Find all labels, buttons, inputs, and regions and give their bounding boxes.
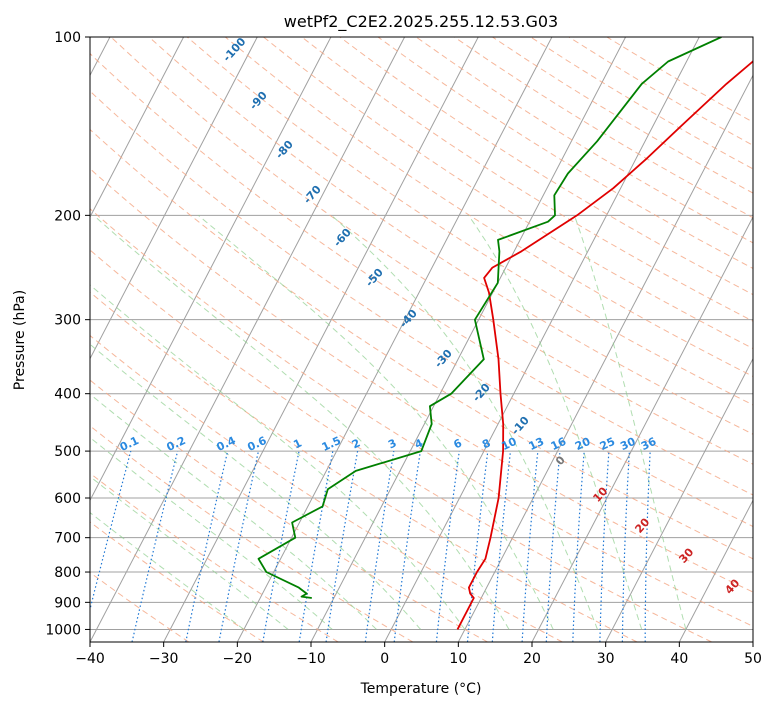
isotherm-line [384,37,700,642]
moist-adiabat-line [90,436,333,630]
dewpoint-profile-line [257,37,722,599]
temperature-profile-line [456,59,753,630]
dry-adiabat-line [90,291,638,642]
dry-adiabat-line [90,52,753,496]
dry-adiabat-line [90,168,753,593]
isotherm-line [90,37,185,219]
mixing-ratio-line [90,450,132,612]
dry-adiabat-line [301,37,753,322]
sounding-series [257,37,753,630]
y-axis-title: Pressure (hPa) [12,290,28,390]
moist-adiabat-line [331,214,598,630]
moist-adiabat-line [573,215,687,630]
moist-adiabat-line [90,343,422,630]
isotherm-line [163,37,479,642]
mixing-ratio-line [491,451,512,642]
dry-adiabat-line [90,90,753,528]
mixing-ratio-label: 13 [527,435,546,453]
plot-frame [89,36,754,643]
y-tick-label: 200 [54,208,81,224]
moist-adiabat-line [93,214,510,630]
y-tick-label: 800 [54,565,81,581]
moist-adiabat-line [197,214,554,630]
moist-adiabat-line [90,511,245,630]
background-lines [90,37,753,642]
mixing-ratio-line [185,450,229,642]
chart-title: wetPf2_C2E2.2025.255.12.53.G03 [284,12,558,32]
dry-adiabat-line [224,37,753,377]
y-tick-label: 100 [54,30,81,46]
axis-ticks: −40 −30 −20 −10 0 10 20 30 40 50 100 200 300 400 500 60… [45,30,762,667]
x-tick-label: −40 [75,651,105,667]
x-tick-label: −20 [223,651,253,667]
x-tick-label: 0 [380,651,389,667]
y-tick-label: 700 [54,531,81,547]
moist-adiabat-line [90,393,377,630]
mixing-ratio-label: 20 [573,435,593,453]
x-tick-label: 30 [597,651,615,667]
y-tick-label: 400 [54,387,81,403]
y-tick-label: 300 [54,313,81,329]
y-tick-label: 600 [54,491,81,507]
dry-adiabat-line [90,249,712,642]
x-tick-label: −10 [296,651,326,667]
mixing-ratio-label: 16 [549,435,569,453]
x-tick-label: 50 [744,651,762,667]
isotherm-line [90,37,258,360]
isotherm-line [678,499,753,642]
moist-adiabat-line [90,284,466,630]
isotherm-line [457,74,753,642]
isotherm-line [310,37,627,642]
x-tick-label: 40 [670,651,688,667]
x-tick-label: 10 [449,651,467,667]
isotherm-line [90,37,406,642]
dry-adiabat-line [339,37,753,296]
x-axis-title: Temperature (°C) [360,681,482,697]
mixing-ratio-label: 10 [499,435,519,453]
mixing-ratio-line [393,451,421,642]
y-tick-label: 1000 [45,622,81,638]
dry-adiabat-line [90,128,753,560]
mixing-ratio-line [521,451,539,642]
dry-adiabat-line [90,379,488,642]
y-tick-label: 500 [54,444,81,460]
dry-adiabat-line [148,37,753,435]
mixing-ratio-label: 25 [598,435,617,453]
y-tick-label: 900 [54,595,81,611]
mixing-ratio-label: 36 [639,435,659,453]
dry-adiabat-line [90,571,190,642]
mixing-ratio-line [435,451,460,642]
mixing-ratio-label: 30 [618,435,638,453]
mixing-ratio-line [466,451,489,642]
dry-adiabat-line [90,425,414,642]
moist-adiabat-line [90,475,289,630]
x-tick-label: 20 [523,651,541,667]
dry-adiabat-line [186,37,753,406]
isotherm-line [90,37,332,502]
mixing-ratio-line [131,450,179,642]
isotherm-line [531,215,753,642]
mixing-ratio-line [364,451,395,642]
x-tick-label: −30 [149,651,179,667]
isotherm-line [605,357,753,642]
